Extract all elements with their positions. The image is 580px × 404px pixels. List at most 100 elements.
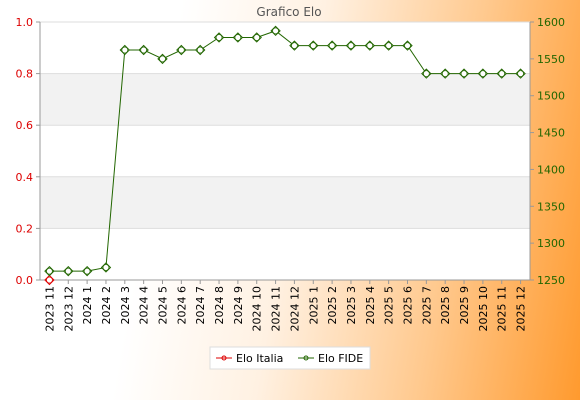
right-tick-label: 1350: [537, 200, 565, 213]
point-circle: [309, 42, 317, 49]
x-tick-label: 2025 5: [383, 286, 396, 325]
data-point-elo-fide[interactable]: [421, 68, 432, 79]
data-point-elo-fide[interactable]: [194, 44, 206, 56]
data-point-elo-fide[interactable]: [63, 265, 74, 277]
point-circle: [46, 276, 53, 284]
left-tick-label: 0.0: [16, 274, 34, 287]
legend-box: [209, 346, 371, 370]
data-point-elo-fide[interactable]: [515, 68, 526, 79]
data-point-elo-fide[interactable]: [345, 40, 357, 51]
point-circle: [422, 70, 430, 77]
right-tick-label: 1450: [537, 127, 565, 140]
point-circle: [328, 42, 336, 49]
point-circle: [347, 42, 355, 49]
data-point-elo-fide[interactable]: [100, 262, 112, 273]
left-tick-label: 0.4: [16, 171, 34, 184]
point-circle: [404, 42, 411, 49]
point-circle: [291, 42, 298, 49]
right-tick-label: 1550: [537, 53, 565, 66]
x-tick-label: 2024 11: [270, 286, 283, 332]
legend-item-elo-fide[interactable]: Elo FIDE: [298, 352, 363, 365]
data-point-elo-fide[interactable]: [289, 40, 300, 51]
point-circle: [196, 46, 204, 54]
right-tick-label: 1500: [537, 90, 565, 103]
point-circle: [385, 42, 393, 49]
point-circle: [215, 34, 223, 41]
x-tick-label: 2025 1: [307, 286, 320, 325]
data-point-elo-fide[interactable]: [402, 40, 413, 51]
plot-background: [40, 22, 530, 280]
x-tick-label: 2024 2: [100, 286, 113, 325]
right-tick-label: 1400: [537, 163, 565, 176]
data-point-elo-fide[interactable]: [213, 32, 225, 43]
point-circle: [83, 267, 91, 275]
x-tick-label: 2025 2: [326, 286, 339, 325]
x-tick-label: 2024 8: [213, 286, 226, 325]
x-tick-label: 2025 4: [364, 286, 377, 325]
data-point-elo-fide[interactable]: [81, 265, 93, 277]
x-tick-label: 2024 12: [288, 286, 301, 332]
point-circle: [46, 267, 53, 275]
left-tick-label: 0.2: [16, 222, 34, 235]
data-point-elo-fide[interactable]: [44, 265, 55, 277]
point-circle: [64, 267, 72, 275]
x-tick-label: 2024 9: [232, 286, 245, 325]
data-point-elo-fide[interactable]: [232, 32, 244, 43]
point-circle: [121, 46, 129, 54]
legend-marker-elo-fide: [303, 355, 309, 361]
point-circle: [177, 46, 185, 54]
point-circle: [460, 70, 468, 77]
x-tick-label: 2025 7: [420, 286, 433, 325]
legend-label-elo-italia: Elo Italia: [236, 352, 283, 365]
x-tick-label: 2024 4: [138, 286, 151, 325]
x-tick-label: 2025 8: [439, 286, 452, 325]
x-tick-label: 2024 10: [251, 286, 264, 332]
x-tick-label: 2025 9: [458, 286, 471, 325]
data-point-elo-fide[interactable]: [138, 44, 149, 56]
x-tick-label: 2024 5: [157, 286, 170, 325]
data-point-elo-fide[interactable]: [176, 44, 187, 56]
x-tick-label: 2024 1: [81, 286, 94, 325]
left-tick-label: 0.8: [16, 68, 34, 81]
point-circle: [159, 55, 166, 63]
data-point-elo-fide[interactable]: [270, 25, 281, 37]
point-circle: [366, 42, 374, 49]
x-tick-label: 2025 11: [496, 286, 509, 332]
chart-title: Grafico Elo: [256, 5, 321, 19]
x-tick-label: 2024 6: [175, 286, 188, 325]
legend-item-elo-italia[interactable]: Elo Italia: [216, 352, 283, 365]
left-tick-label: 0.6: [16, 119, 34, 132]
point-circle: [140, 46, 148, 54]
point-circle: [253, 34, 261, 41]
data-point-elo-fide[interactable]: [119, 44, 131, 56]
data-point-elo-italia[interactable]: [44, 274, 55, 286]
point-circle: [517, 70, 524, 77]
x-tick-label: 2024 7: [194, 286, 207, 325]
x-tick-label: 2024 3: [119, 286, 132, 325]
x-tick-label: 2023 12: [62, 286, 75, 332]
point-circle: [102, 264, 110, 271]
point-circle: [441, 70, 449, 77]
data-point-elo-fide[interactable]: [157, 53, 168, 65]
left-tick-label: 1.0: [16, 16, 34, 29]
x-tick-label: 2025 10: [477, 286, 490, 332]
data-point-elo-fide[interactable]: [383, 40, 394, 51]
point-circle: [498, 70, 506, 77]
data-point-elo-fide[interactable]: [477, 68, 489, 79]
right-tick-label: 1600: [537, 16, 565, 29]
legend-label-elo-fide: Elo FIDE: [318, 352, 363, 365]
x-tick-label: 2025 3: [345, 286, 358, 325]
data-point-elo-fide[interactable]: [364, 40, 376, 51]
data-point-elo-fide[interactable]: [251, 32, 262, 43]
grid-band: [40, 73, 530, 126]
data-point-elo-fide[interactable]: [308, 40, 319, 51]
right-tick-label: 1300: [537, 237, 565, 250]
data-point-elo-fide[interactable]: [496, 68, 507, 79]
data-point-elo-fide[interactable]: [326, 40, 338, 51]
point-circle: [272, 27, 279, 35]
data-point-elo-fide[interactable]: [458, 68, 470, 79]
data-point-elo-fide[interactable]: [439, 68, 451, 79]
right-tick-label: 1250: [537, 274, 565, 287]
